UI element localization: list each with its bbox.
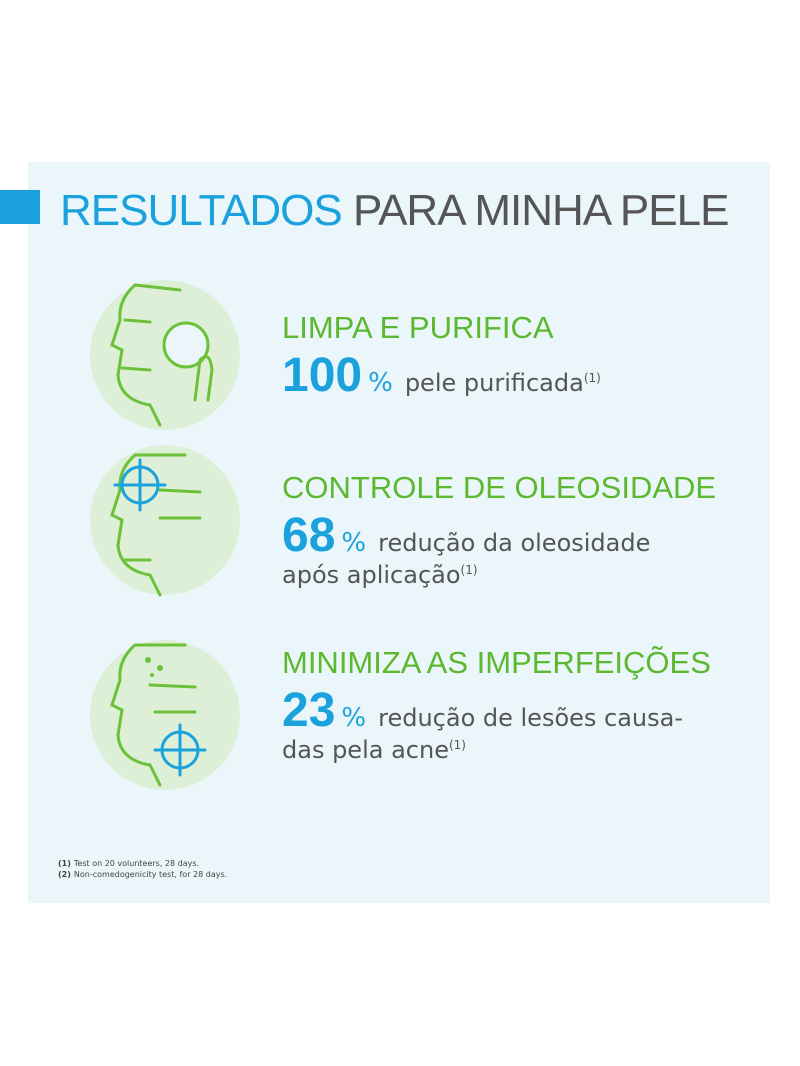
title-highlight: RESULTADOS [60, 186, 343, 235]
result-number: 100 [282, 349, 363, 402]
icon-oil [90, 445, 240, 597]
result-item: MINIMIZA AS IMPERFEIÇÕES 23% redução de le… [282, 645, 711, 764]
footnote: (2) Non-comedogenicity test, for 28 days. [58, 869, 227, 880]
result-heading: CONTROLE DE OLEOSIDADE [282, 470, 717, 505]
footnote-marker: (2) [58, 870, 71, 879]
result-stat: 100% pele purificada(1) [282, 348, 601, 403]
result-unit: % [368, 368, 393, 398]
footnote-ref: (1) [448, 738, 466, 752]
footnote: (1) Test on 20 volunteers, 28 days. [58, 858, 227, 869]
result-unit: % [341, 528, 367, 558]
result-unit: % [341, 703, 367, 733]
result-item: CONTROLE DE OLEOSIDADE 68% redução da oleo… [282, 470, 716, 589]
footnote-text: Non-comedogenicity test, for 28 days. [73, 870, 228, 879]
footnote-marker: (1) [58, 859, 71, 868]
result-text: redução de lesões causa- [378, 704, 684, 732]
footnote-ref: (1) [583, 371, 601, 385]
icon-imperfections [90, 640, 240, 790]
result-stat: 68% redução da oleosidade [282, 508, 716, 563]
footnote-text: Test on 20 volunteers, 28 days. [73, 859, 200, 868]
result-line: das pela acne(1) [282, 736, 711, 764]
footnote-ref: (1) [460, 563, 478, 577]
result-item: LIMPA E PURIFICA 100% pele purificada(1) [282, 310, 601, 403]
result-stat: 23% redução de lesões causa- [282, 683, 711, 738]
title: RESULTADOS PARA MINHA PELE [60, 186, 729, 236]
result-text: das pela acne [282, 736, 449, 764]
icon-cleanse [90, 280, 240, 430]
result-number: 23 [282, 684, 336, 737]
result-text: pele purificada [404, 369, 584, 397]
result-line: após aplicação(1) [282, 561, 716, 589]
title-rest: PARA MINHA PELE [353, 186, 729, 235]
result-text: após aplicação [282, 561, 461, 589]
result-heading: MINIMIZA AS IMPERFEIÇÕES [282, 645, 711, 680]
footnotes: (1) Test on 20 volunteers, 28 days. (2) Non… [58, 858, 227, 880]
accent-bar [0, 190, 40, 224]
result-text: redução da oleosidade [378, 529, 651, 557]
result-heading: LIMPA E PURIFICA [282, 310, 554, 345]
result-number: 68 [282, 509, 336, 562]
